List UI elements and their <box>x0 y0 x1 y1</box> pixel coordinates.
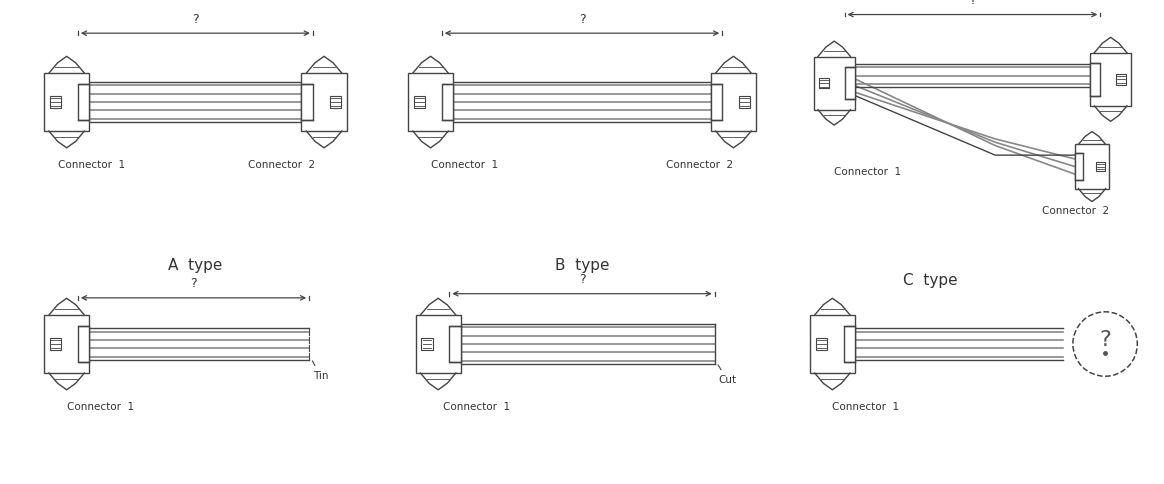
Text: C  type: C type <box>903 272 958 287</box>
Bar <box>1096 162 1105 171</box>
Bar <box>711 84 722 120</box>
Text: ?: ? <box>970 0 975 7</box>
Bar <box>1090 53 1131 106</box>
Bar <box>301 73 347 131</box>
Bar <box>711 73 755 131</box>
Bar <box>1074 144 1109 189</box>
Bar <box>1074 153 1084 180</box>
Bar <box>416 315 461 373</box>
Text: Connector  1: Connector 1 <box>832 402 900 412</box>
Text: ?: ? <box>190 277 197 290</box>
Bar <box>1115 74 1126 85</box>
Text: ?: ? <box>579 13 585 26</box>
Bar <box>1090 63 1100 95</box>
Text: ?: ? <box>1099 330 1110 350</box>
Bar <box>409 73 453 131</box>
Bar <box>44 315 90 373</box>
Bar <box>50 96 62 108</box>
Bar <box>421 338 433 349</box>
Bar <box>449 326 461 362</box>
Bar <box>44 73 90 131</box>
Text: Connector  2: Connector 2 <box>248 160 315 170</box>
Text: Connector  1: Connector 1 <box>442 402 510 412</box>
Bar <box>810 315 854 373</box>
Text: ?: ? <box>192 13 199 26</box>
Bar <box>845 67 854 99</box>
Text: ?: ? <box>579 273 585 286</box>
Text: Tin: Tin <box>312 361 328 381</box>
Bar <box>739 96 750 108</box>
Bar <box>329 96 341 108</box>
Text: Connector  2: Connector 2 <box>666 160 733 170</box>
Text: Connector  1: Connector 1 <box>58 160 125 170</box>
Bar <box>816 338 826 349</box>
Bar <box>814 57 854 110</box>
Text: A  type: A type <box>168 257 222 272</box>
Bar <box>301 84 313 120</box>
Bar <box>818 78 829 88</box>
Text: B  type: B type <box>555 257 609 272</box>
Text: Connector  1: Connector 1 <box>835 166 901 177</box>
Bar <box>442 84 453 120</box>
Bar <box>78 326 90 362</box>
Text: Cut: Cut <box>718 365 737 385</box>
Bar <box>844 326 854 362</box>
Text: Connector  1: Connector 1 <box>431 160 498 170</box>
Bar <box>414 96 425 108</box>
Bar <box>78 84 90 120</box>
Text: Connector  1: Connector 1 <box>66 402 134 412</box>
Text: Connector  2: Connector 2 <box>1042 206 1109 216</box>
Bar <box>50 338 62 349</box>
